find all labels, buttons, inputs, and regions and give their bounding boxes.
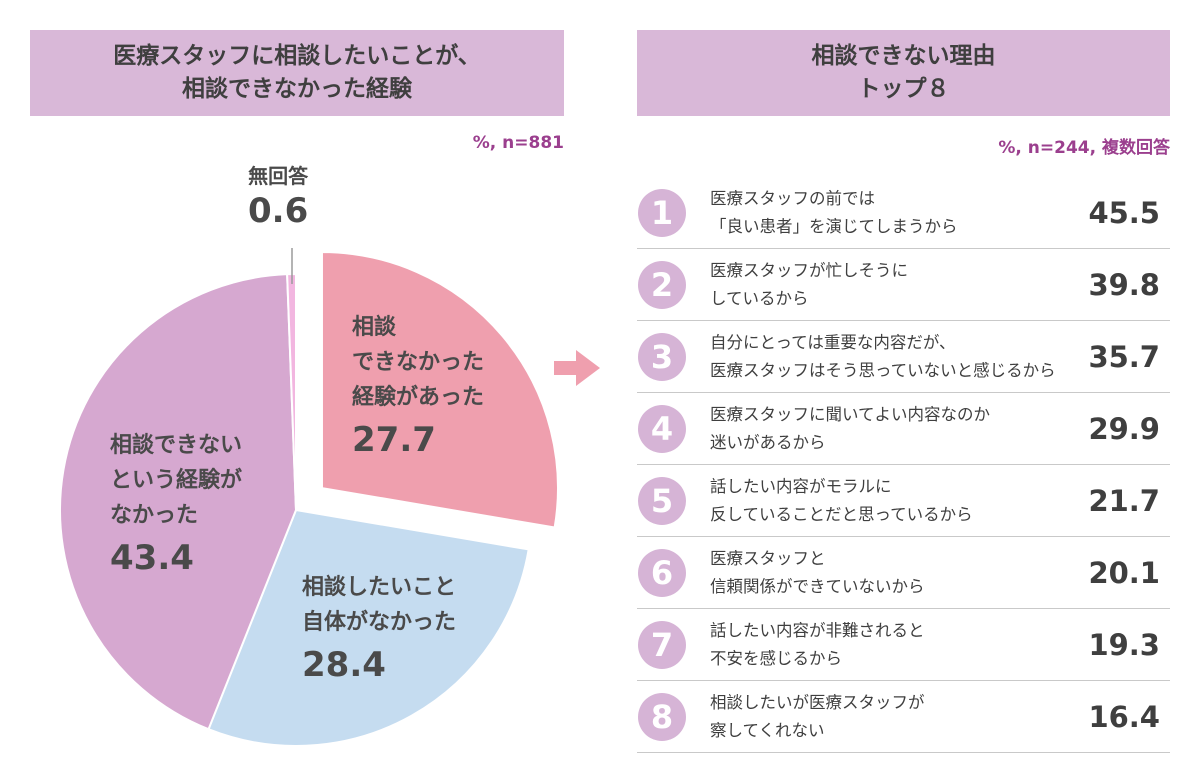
- reason-value: 45.5: [1088, 195, 1160, 230]
- right-title-line2: トップ８: [857, 76, 950, 102]
- reason-value: 21.7: [1088, 483, 1160, 518]
- no-experience-line3: なかった: [110, 503, 199, 528]
- no-answer-value: 0.6: [248, 191, 309, 231]
- reason-text-line: 医療スタッフはそう思っていないと感じるから: [710, 360, 1056, 380]
- rank-badge: 1: [638, 188, 686, 237]
- reason-text-line: 不安を感じるから: [710, 648, 842, 668]
- reason-row: 6 医療スタッフと 信頼関係ができていないから 20.1: [637, 537, 1170, 609]
- nothing-to-consult-line2: 自体がなかった: [302, 610, 457, 635]
- reason-text-line: 医療スタッフに聞いてよい内容なのか: [710, 404, 991, 424]
- pie-label-no-experience: 相談できない という経験が なかった 43.4: [110, 428, 242, 578]
- rank-badge: 4: [638, 404, 686, 453]
- reason-text-line: 察してくれない: [710, 720, 825, 740]
- reason-value: 19.3: [1088, 627, 1160, 662]
- reason-row: 5 話したい内容がモラルに 反していることだと思っているから 21.7: [637, 465, 1170, 537]
- reason-text: 医療スタッフの前では「良い患者」を演じてしまうから: [710, 185, 1080, 241]
- left-sample-note: %, n=881: [472, 133, 564, 153]
- reason-text-line: 信頼関係ができていないから: [710, 576, 925, 596]
- rank-badge: 6: [638, 548, 686, 597]
- reason-text-line: 相談したいが医療スタッフが: [710, 692, 925, 712]
- reason-text: 自分にとっては重要な内容だが、医療スタッフはそう思っていないと感じるから: [710, 329, 1080, 385]
- nothing-to-consult-line1: 相談したいこと: [302, 575, 457, 600]
- no-experience-value: 43.4: [110, 538, 194, 578]
- right-chart-title: 相談できない理由 トップ８: [637, 30, 1170, 116]
- left-title-line1: 医療スタッフに相談したいことが、: [113, 43, 481, 69]
- reason-row: 8 相談したいが医療スタッフが 察してくれない 16.4: [637, 681, 1170, 753]
- reason-text-line: 「良い患者」を演じてしまうから: [710, 216, 958, 236]
- could-not-consult-line3: 経験があった: [352, 385, 485, 410]
- left-chart-title: 医療スタッフに相談したいことが、 相談できなかった経験: [30, 30, 564, 116]
- could-not-consult-value: 27.7: [352, 420, 436, 460]
- could-not-consult-line1: 相談: [352, 315, 397, 340]
- reason-value: 39.8: [1088, 267, 1160, 302]
- reason-text: 医療スタッフが忙しそうに しているから: [710, 257, 1080, 313]
- reason-row: 7 話したい内容が非難されると 不安を感じるから 19.3: [637, 609, 1170, 681]
- pie-label-could-not-consult: 相談 できなかった 経験があった 27.7: [352, 310, 484, 460]
- rank-badge: 7: [638, 620, 686, 669]
- pie-slice-no-experience: [59, 273, 298, 731]
- reason-text-line: 反していることだと思っているから: [710, 504, 973, 524]
- rank-badge: 2: [638, 260, 686, 309]
- reason-text-line: 迷いがあるから: [710, 432, 826, 452]
- reason-text: 話したい内容が非難されると 不安を感じるから: [710, 617, 1080, 673]
- reason-text-line: 話したい内容が非難されると: [710, 620, 925, 640]
- pie-slice-nothing-to-consult: [207, 508, 530, 747]
- reason-text: 相談したいが医療スタッフが 察してくれない: [710, 689, 1080, 745]
- no-answer-label: 無回答: [248, 164, 309, 188]
- reason-text: 話したい内容がモラルに反していることだと思っているから: [710, 473, 1080, 529]
- reason-row: 1 医療スタッフの前では 「良い患者」を演じてしまうから 45.5: [637, 177, 1170, 249]
- reason-value: 20.1: [1088, 555, 1160, 590]
- right-arrow-icon: [554, 350, 600, 386]
- reason-text-line: しているから: [710, 288, 809, 308]
- reason-value: 16.4: [1088, 699, 1160, 734]
- reason-row: 2 医療スタッフが忙しそうに しているから 39.8: [637, 249, 1170, 321]
- right-title-line1: 相談できない理由: [811, 43, 996, 69]
- reason-row: 4 医療スタッフに聞いてよい内容なのか 迷いがあるから 29.9: [637, 393, 1170, 465]
- reason-text: 医療スタッフと信頼関係ができていないから: [710, 545, 1080, 601]
- reason-text-line: 自分にとっては重要な内容だが、: [710, 332, 956, 352]
- left-title-line2: 相談できなかった経験: [182, 76, 412, 102]
- reason-text: 医療スタッフに聞いてよい内容なのか 迷いがあるから: [710, 401, 1080, 457]
- nothing-to-consult-value: 28.4: [302, 645, 386, 685]
- reason-value: 29.9: [1088, 411, 1160, 446]
- right-sample-note: %, n=244, 複数回答: [998, 138, 1170, 158]
- reason-text-line: 医療スタッフが忙しそうに: [710, 260, 908, 280]
- pie-label-nothing-to-consult: 相談したいこと 自体がなかった 28.4: [302, 570, 456, 685]
- rank-badge: 5: [638, 476, 686, 525]
- reasons-table: 1 医療スタッフの前では 「良い患者」を演じてしまうから 45.5 2 医療スタッフが忙し…: [637, 177, 1170, 753]
- rank-badge: 3: [638, 332, 686, 381]
- reason-value: 35.7: [1088, 339, 1160, 374]
- reason-text-line: 医療スタッフと: [710, 548, 826, 568]
- reason-row: 3 自分にとっては重要な内容だが、 医療スタッフはそう思っていないと感じるから 35.…: [637, 321, 1170, 393]
- no-experience-line1: 相談できない: [110, 433, 243, 458]
- pie-chart: [59, 248, 559, 747]
- reason-text-line: 話したい内容がモラルに: [710, 476, 892, 496]
- reason-text-line: 医療スタッフの前では: [710, 188, 875, 208]
- could-not-consult-line2: できなかった: [352, 350, 485, 375]
- pie-slice-could-not-consult: [320, 251, 559, 529]
- no-experience-line2: という経験が: [110, 468, 243, 493]
- pie-label-no-answer: 無回答 0.6: [248, 162, 308, 232]
- rank-badge: 8: [638, 692, 686, 741]
